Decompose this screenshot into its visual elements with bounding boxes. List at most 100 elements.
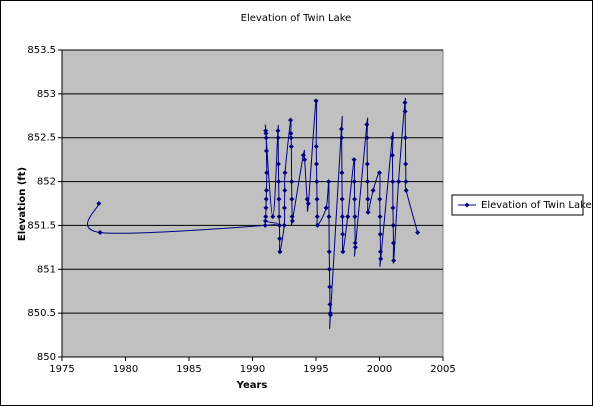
data-point [327, 312, 333, 318]
data-point [326, 266, 332, 272]
data-point [323, 205, 329, 211]
data-point [377, 231, 383, 237]
data-point [263, 205, 269, 211]
x-tick-label: 1995 [303, 364, 328, 375]
data-point [264, 170, 270, 176]
data-point [365, 179, 371, 185]
data-point [402, 135, 408, 141]
data-point [402, 108, 408, 114]
data-point [263, 148, 269, 154]
data-point [289, 196, 295, 202]
data-point [364, 135, 370, 141]
data-point [390, 240, 396, 246]
data-point [345, 214, 351, 220]
data-point [314, 196, 320, 202]
data-point [396, 179, 402, 185]
data-point [282, 170, 288, 176]
legend-label: Elevation of Twin Lake [481, 200, 592, 211]
data-point [390, 179, 396, 185]
x-tick-label: 1975 [49, 364, 74, 375]
x-tick-label: 1990 [240, 364, 265, 375]
data-point [365, 196, 371, 202]
data-point [377, 214, 383, 220]
data-point [263, 214, 269, 220]
data-point [275, 161, 281, 167]
data-point [288, 135, 294, 141]
data-point [277, 236, 283, 242]
data-point [263, 128, 269, 134]
data-point [314, 214, 320, 220]
data-point [314, 161, 320, 167]
data-point [262, 218, 268, 224]
data-point [288, 117, 294, 123]
data-point [270, 214, 276, 220]
data-point [314, 179, 320, 185]
data-point [415, 229, 421, 235]
data-point [96, 201, 102, 206]
y-axis-title: Elevation (ft) [17, 167, 28, 241]
data-point [277, 249, 283, 255]
data-point [339, 170, 345, 176]
data-point [402, 100, 408, 106]
y-tick-label: 853.5 [27, 45, 56, 56]
data-point [390, 222, 396, 228]
data-point [351, 157, 357, 163]
data-point [340, 249, 346, 255]
data-point [288, 143, 294, 149]
data-point [282, 187, 288, 193]
data-point [364, 161, 370, 167]
data-point [326, 214, 332, 220]
data-point [340, 231, 346, 237]
data-point [378, 256, 384, 262]
y-tick-label: 850.5 [27, 308, 56, 319]
x-axis-title: Years [236, 380, 268, 391]
data-point [326, 179, 332, 185]
data-point [262, 222, 268, 228]
data-point [339, 135, 345, 141]
x-tick-label: 1980 [113, 364, 138, 375]
data-point [288, 130, 294, 136]
legend-marker [464, 202, 470, 208]
data-point [300, 152, 306, 158]
data-point [339, 196, 345, 202]
data-point [378, 249, 384, 255]
legend-box [451, 194, 584, 216]
data-point [403, 179, 409, 185]
y-tick-label: 852 [37, 177, 56, 188]
data-point [289, 179, 295, 185]
data-point [313, 98, 319, 104]
data-point [389, 135, 395, 141]
data-point [276, 214, 282, 220]
data-point [377, 196, 383, 202]
data-point [352, 240, 358, 246]
data-point [289, 214, 295, 220]
x-tick-label: 1985 [176, 364, 201, 375]
data-point [364, 122, 370, 128]
data-point [276, 179, 282, 185]
data-point [275, 135, 281, 141]
data-point [276, 222, 282, 228]
data-point [327, 284, 333, 290]
data-point [338, 126, 344, 132]
data-point [281, 222, 287, 228]
data-point [390, 205, 396, 211]
data-point [352, 244, 358, 250]
data-point [370, 187, 376, 193]
data-point [282, 205, 288, 211]
data-point [403, 161, 409, 167]
data-point [339, 214, 345, 220]
data-point [305, 201, 311, 206]
data-point [391, 258, 397, 264]
data-point [351, 179, 357, 185]
data-point [377, 170, 382, 176]
data-point [403, 187, 409, 193]
x-tick-label: 2000 [367, 364, 392, 375]
data-point [327, 301, 333, 307]
data-point [389, 152, 395, 158]
data-point [315, 222, 321, 228]
data-point [263, 187, 269, 193]
data-point [352, 196, 358, 202]
x-tick-label: 2005 [430, 364, 455, 375]
y-tick-label: 853 [37, 89, 56, 100]
